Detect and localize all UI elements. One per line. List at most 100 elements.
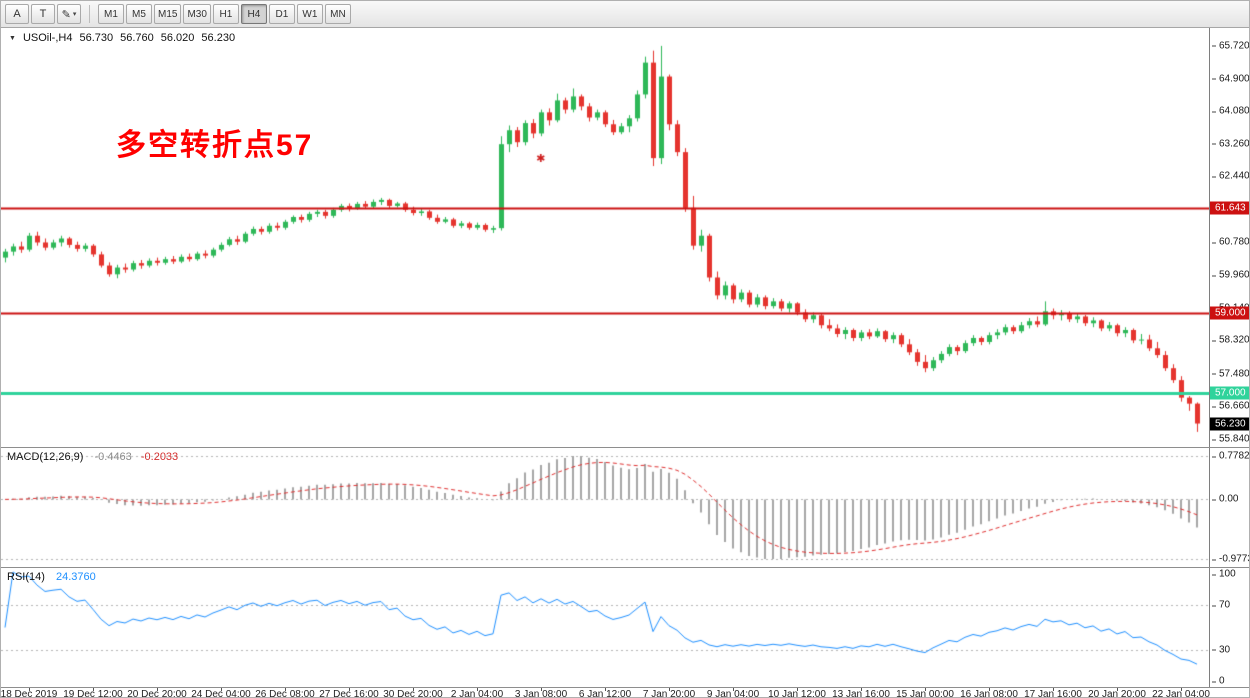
price-chart-panel: ▼ USOil-,H4 56.730 56.760 56.020 56.230 … (1, 28, 1249, 447)
price-tick-label: 57.480 (1212, 368, 1249, 379)
time-tick (1181, 688, 1182, 691)
time-axis[interactable]: 18 Dec 2019 19 Dec 12:00 20 Dec 20:00 24 De… (0, 687, 1249, 698)
time-tick (157, 688, 158, 691)
time-tick-label: 26 Dec 08:00 (255, 689, 315, 698)
timeframe-button-h4[interactable]: H4 (240, 4, 267, 24)
chart-legend: ▼ USOil-,H4 56.730 56.760 56.020 56.230 (9, 32, 235, 44)
time-tick (413, 688, 414, 691)
time-tick (605, 688, 606, 691)
time-tick (29, 688, 30, 691)
time-tick-label: 20 Jan 20:00 (1088, 689, 1146, 698)
ohlc-high: 56.760 (120, 32, 154, 44)
current-price-label: 56.230 (1210, 417, 1249, 431)
time-tick-label: 30 Dec 20:00 (383, 689, 443, 698)
macd-canvas[interactable] (1, 448, 1209, 567)
time-tick (989, 688, 990, 691)
price-tick-label: 64.080 (1212, 106, 1249, 117)
price-tick-label: 64.900 (1212, 73, 1249, 84)
price-tick-label: 59.960 (1212, 270, 1249, 281)
time-tick-label: 22 Jan 04:00 (1152, 689, 1210, 698)
time-tick-label: 27 Dec 16:00 (319, 689, 379, 698)
panel-divider[interactable] (1, 447, 1249, 448)
macd-main-value: -0.4463 (94, 451, 132, 463)
time-tick-label: 6 Jan 12:00 (578, 689, 632, 698)
macd-axis-label: 0.00 (1212, 494, 1238, 505)
timeframe-button-m15[interactable]: M15 (154, 4, 182, 24)
text-tool-button[interactable]: T (31, 4, 55, 24)
time-tick-label: 2 Jan 04:00 (450, 689, 504, 698)
price-axis[interactable]: 65.72064.90064.08063.26062.44061.62060.7… (1209, 28, 1249, 447)
price-tick-label: 65.720 (1212, 40, 1249, 51)
toolbar: A T ✎ ▾ M1 M5 M15 M30 H1 H4 D1 W1 MN (1, 1, 1249, 28)
rsi-panel: RSI(14) 24.3760 100 70 30 0 (1, 568, 1249, 687)
cursor-tool-button[interactable]: A (5, 4, 29, 24)
time-tick (221, 688, 222, 691)
macd-label: MACD(12,26,9) -0.4463 -0.2033 (7, 451, 178, 463)
macd-axis[interactable]: 0.7782 0.00 -0.9773 (1209, 448, 1249, 567)
rsi-axis-label: 30 (1212, 644, 1230, 655)
rsi-axis-label: 0 (1212, 676, 1225, 687)
hline-price-label: 61.643 (1210, 201, 1249, 215)
macd-signal-value: -0.2033 (140, 451, 179, 463)
rsi-axis-label: 70 (1212, 600, 1230, 611)
timeframe-button-d1[interactable]: D1 (268, 4, 295, 24)
ohlc-low: 56.020 (160, 32, 195, 44)
timeframe-button-h1[interactable]: H1 (212, 4, 239, 24)
macd-axis-label: -0.9773 (1212, 554, 1249, 565)
macd-axis-label: 0.7782 (1212, 451, 1249, 462)
time-tick (1117, 688, 1118, 691)
timeframe-button-group: M1 M5 M15 M30 H1 H4 D1 W1 MN (98, 4, 351, 24)
hline-price-label: 57.000 (1210, 386, 1249, 400)
chart-text-annotation: 多空转折点57 (116, 129, 314, 162)
macd-name: MACD(12,26,9) (7, 451, 84, 463)
price-tick-label: 58.320 (1212, 335, 1249, 346)
time-tick-label: 7 Jan 20:00 (642, 689, 696, 698)
drawings-tool-button[interactable]: ✎ ▾ (57, 4, 81, 24)
time-tick-label: 15 Jan 00:00 (896, 689, 954, 698)
timeframe-button-m1[interactable]: M1 (98, 4, 124, 24)
hline-price-label: 59.000 (1210, 306, 1249, 320)
time-tick-label: 17 Jan 16:00 (1024, 689, 1082, 698)
timeframe-button-w1[interactable]: W1 (296, 4, 323, 24)
price-tick-label: 56.660 (1212, 401, 1249, 412)
timeframe-button-m30[interactable]: M30 (183, 4, 211, 24)
price-tick-label: 55.840 (1212, 434, 1249, 445)
time-tick-label: 3 Jan 08:00 (514, 689, 568, 698)
timeframe-button-m5[interactable]: M5 (126, 4, 152, 24)
time-tick (1053, 688, 1054, 691)
time-tick (349, 688, 350, 691)
toolbar-separator (89, 5, 90, 23)
timeframe-button-mn[interactable]: MN (324, 4, 351, 24)
time-tick-label: 18 Dec 2019 (0, 689, 58, 698)
time-tick (733, 688, 734, 691)
time-tick (861, 688, 862, 691)
ohlc-open: 56.730 (79, 32, 114, 44)
time-tick (477, 688, 478, 691)
tool-button-group: A T ✎ ▾ (5, 4, 81, 24)
time-tick-label: 20 Dec 20:00 (127, 689, 187, 698)
time-tick-label: 16 Jan 08:00 (960, 689, 1018, 698)
dropdown-caret-icon: ▾ (72, 11, 77, 18)
rsi-name: RSI(14) (7, 571, 45, 583)
macd-panel: MACD(12,26,9) -0.4463 -0.2033 0.7782 0.00… (1, 448, 1249, 567)
time-tick-label: 10 Jan 12:00 (768, 689, 826, 698)
time-tick (669, 688, 670, 691)
panel-divider[interactable] (1, 567, 1249, 568)
price-tick-label: 62.440 (1212, 171, 1249, 182)
time-tick (925, 688, 926, 691)
time-tick (285, 688, 286, 691)
price-tick-label: 63.260 (1212, 138, 1249, 149)
rsi-canvas[interactable] (1, 568, 1209, 687)
symbol-period-label: USOil-,H4 (22, 32, 73, 44)
symbol-marker-icon: ▼ (9, 34, 16, 42)
rsi-axis-label: 100 (1212, 569, 1236, 580)
time-tick-label: 24 Dec 04:00 (191, 689, 251, 698)
price-chart-canvas[interactable] (1, 28, 1209, 447)
rsi-axis[interactable]: 100 70 30 0 (1209, 568, 1249, 687)
time-tick (797, 688, 798, 691)
time-tick-label: 9 Jan 04:00 (706, 689, 760, 698)
time-tick-label: 13 Jan 16:00 (832, 689, 890, 698)
time-tick (93, 688, 94, 691)
price-tick-label: 60.780 (1212, 237, 1249, 248)
